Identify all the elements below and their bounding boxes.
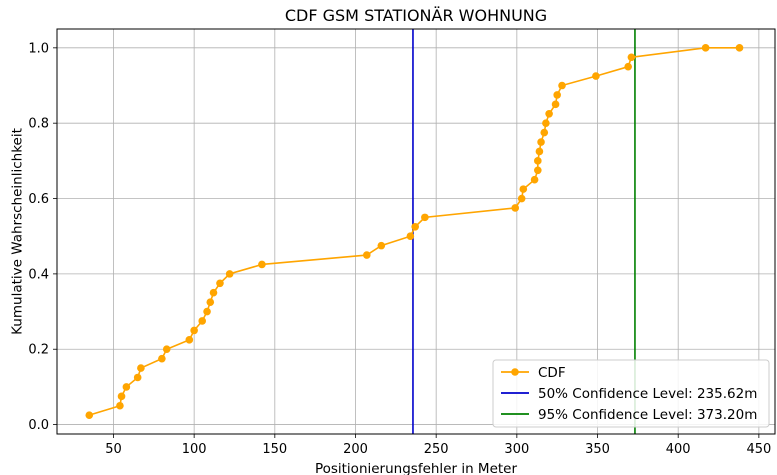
y-tick-label: 0.0 bbox=[28, 418, 49, 433]
cdf-series bbox=[85, 44, 744, 419]
cdf-point bbox=[421, 213, 429, 222]
cdf-point bbox=[517, 194, 526, 203]
cdf-point bbox=[540, 128, 549, 137]
x-tick-label: 300 bbox=[504, 442, 529, 457]
cdf-point bbox=[530, 175, 539, 184]
cdf-point bbox=[627, 53, 636, 62]
cdf-point bbox=[85, 411, 94, 419]
cdf-point bbox=[535, 147, 544, 156]
cdf-point bbox=[117, 392, 126, 401]
cdf-point bbox=[534, 157, 542, 165]
y-tick-label: 0.2 bbox=[28, 343, 49, 358]
x-tick-label: 100 bbox=[182, 442, 207, 457]
cdf-point bbox=[537, 138, 545, 146]
cdf-point bbox=[198, 317, 207, 325]
cdf-point bbox=[116, 401, 124, 410]
cdf-point bbox=[519, 185, 528, 193]
cdf-point bbox=[701, 44, 710, 52]
cdf-point bbox=[203, 307, 211, 316]
legend-label: 50% Confidence Level: 235.62m bbox=[538, 386, 757, 402]
x-tick-label: 450 bbox=[746, 442, 771, 457]
cdf-point bbox=[190, 326, 198, 335]
cdf-point bbox=[542, 119, 550, 127]
y-tick-label: 1.0 bbox=[28, 41, 49, 56]
chart-title: CDF GSM STATIONÄR WOHNUNG bbox=[285, 6, 547, 25]
x-tick-label: 350 bbox=[585, 442, 610, 457]
cdf-point bbox=[592, 72, 600, 80]
y-axis-label: Kumulative Wahrscheinlichkeit bbox=[10, 128, 26, 335]
cdf-point bbox=[624, 62, 632, 71]
y-tick-label: 0.6 bbox=[28, 192, 49, 207]
cdf-point bbox=[258, 260, 266, 269]
legend-label: 95% Confidence Level: 373.20m bbox=[538, 407, 757, 423]
cdf-point bbox=[558, 81, 566, 90]
y-tick-label: 0.8 bbox=[28, 117, 49, 132]
cdf-point bbox=[406, 232, 415, 241]
x-tick-label: 400 bbox=[666, 442, 691, 457]
x-tick-label: 250 bbox=[424, 442, 449, 457]
cdf-point bbox=[158, 354, 166, 363]
cdf-point bbox=[162, 345, 171, 354]
legend-marker bbox=[511, 368, 519, 376]
x-axis-ticks: 50 100 150 200 250 300 350 400 450 bbox=[105, 434, 771, 457]
cdf-point bbox=[377, 241, 386, 250]
cdf-point bbox=[545, 109, 553, 118]
cdf-point bbox=[735, 44, 744, 52]
y-axis-ticks: 0.0 0.2 0.4 0.6 0.8 1.0 bbox=[28, 41, 57, 433]
cdf-point bbox=[137, 364, 145, 372]
legend-box bbox=[492, 359, 770, 428]
cdf-point bbox=[225, 270, 234, 278]
cdf-point bbox=[411, 222, 419, 231]
x-axis-label: Positionierungsfehler in Meter bbox=[315, 461, 518, 475]
plot-frame bbox=[56, 28, 776, 435]
cdf-point bbox=[551, 100, 560, 109]
cdf-point bbox=[206, 298, 215, 306]
cdf-point bbox=[133, 373, 142, 382]
legend: CDF 50% Confidence Level: 235.62m 95% Conf… bbox=[492, 359, 770, 428]
cdf-point bbox=[511, 204, 520, 212]
y-tick-label: 0.4 bbox=[28, 267, 49, 282]
x-tick-label: 50 bbox=[105, 442, 122, 457]
cdf-point bbox=[362, 251, 371, 259]
x-tick-label: 200 bbox=[343, 442, 368, 457]
legend-label: CDF bbox=[538, 365, 566, 381]
cdf-point bbox=[534, 166, 542, 175]
cdf-point bbox=[122, 383, 131, 391]
cdf-point bbox=[185, 336, 194, 344]
cdf-point bbox=[216, 279, 224, 288]
x-tick-label: 150 bbox=[262, 442, 287, 457]
cdf-point bbox=[553, 91, 561, 99]
cdf-point bbox=[209, 288, 218, 297]
